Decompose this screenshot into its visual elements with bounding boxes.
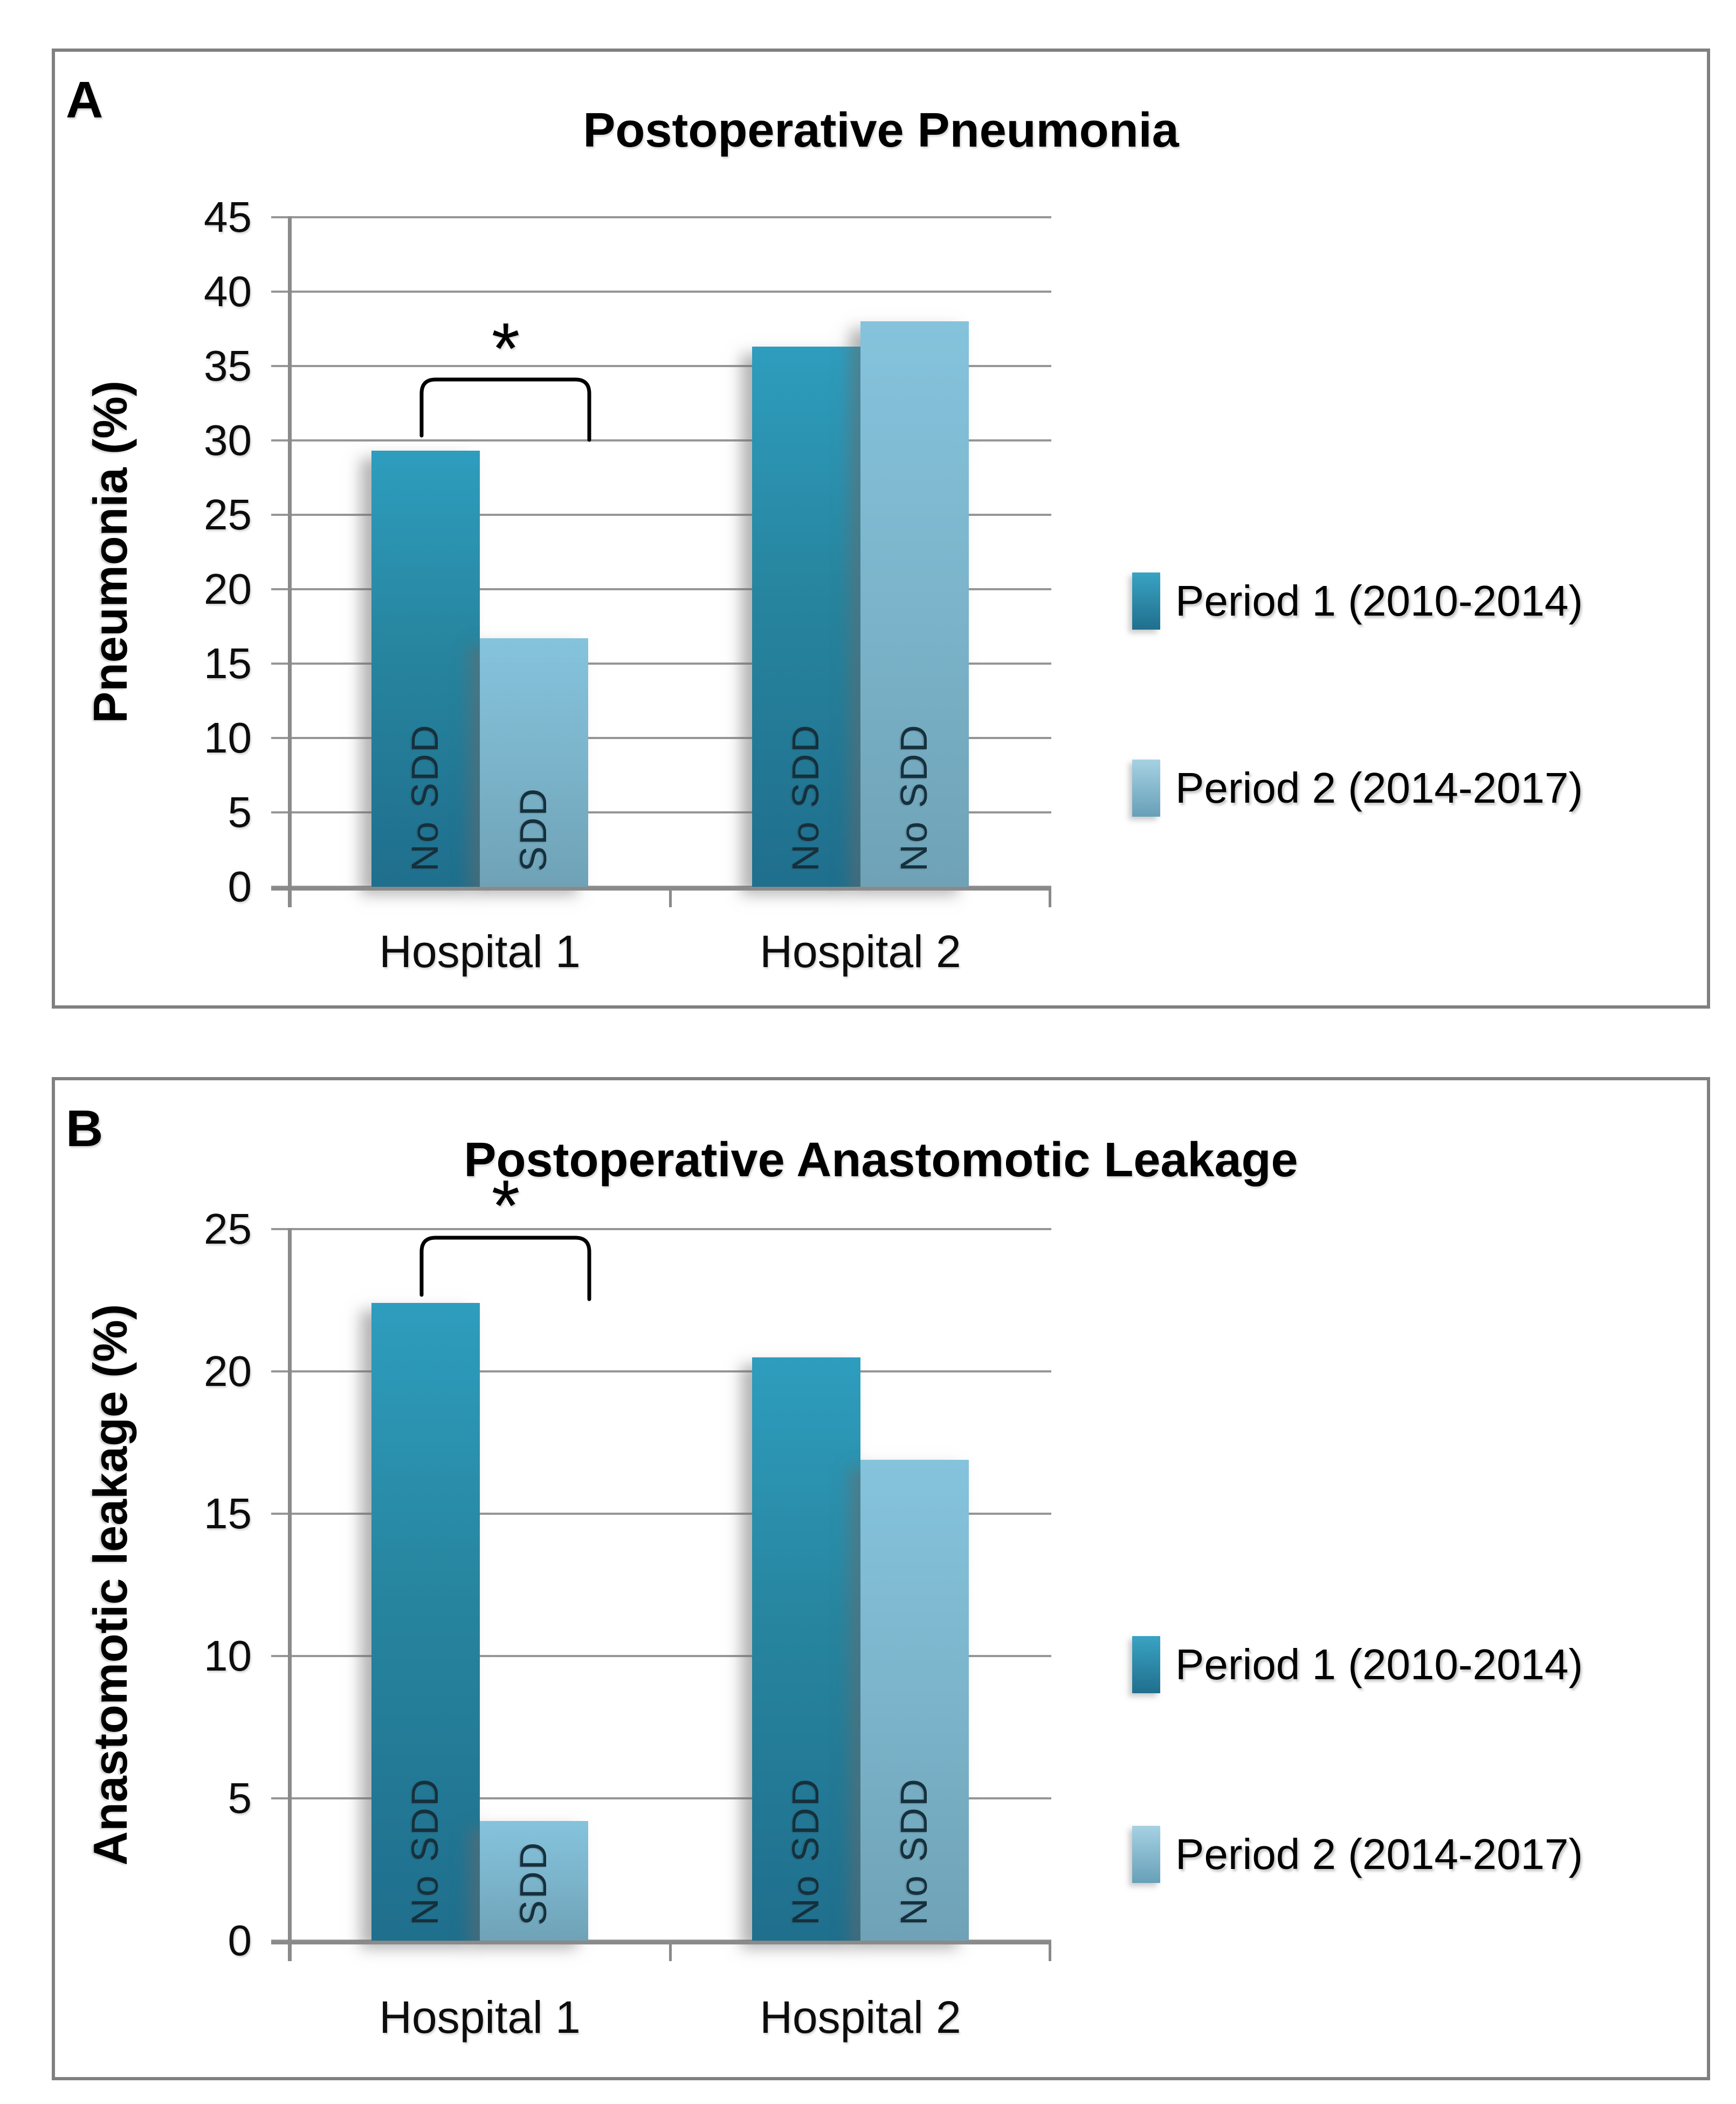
legend-item: Period 1 (2010-2014) (1132, 1632, 1583, 1697)
y-tick-label: 5 (228, 1774, 252, 1822)
y-tick-label: 35 (204, 342, 252, 390)
panel-a-y-axis-title: Pneumonia (%) (84, 381, 137, 723)
gridline (271, 1655, 1051, 1657)
legend-swatch-period1 (1132, 1636, 1160, 1693)
bar-period1-hospital-1 (371, 451, 480, 887)
bar-label: No SDD (784, 1777, 826, 1926)
bar-label: No SDD (403, 723, 446, 872)
gridline (271, 1228, 1051, 1230)
gridline (271, 514, 1051, 516)
panel-b-title: Postoperative Anastomotic Leakage (464, 1133, 1298, 1187)
significance-bracket (419, 377, 591, 444)
legend-swatch-period2 (1132, 1826, 1160, 1883)
y-tick-label: 0 (228, 1916, 252, 1964)
y-tick-label: 10 (204, 714, 252, 762)
y-tick-label: 10 (204, 1632, 252, 1680)
gridline (271, 588, 1051, 590)
legend-label: Period 2 (2014-2017) (1175, 1830, 1583, 1878)
bar-label: No SDD (403, 1777, 446, 1926)
bar-period2-hospital-1 (480, 1821, 588, 1941)
x-axis-tick (1049, 1941, 1051, 1961)
x-axis-line (271, 887, 1051, 891)
legend-item: Period 2 (2014-2017) (1132, 756, 1583, 820)
gridline (271, 1797, 1051, 1799)
x-axis-category-label: Hospital 2 (760, 926, 961, 977)
gridline (271, 663, 1051, 665)
bar-period2-hospital-1 (480, 638, 588, 887)
y-axis-line (288, 216, 292, 907)
gridline (271, 291, 1051, 293)
y-tick-label: 25 (204, 1205, 252, 1253)
y-tick-label: 25 (204, 491, 252, 539)
y-tick-label: 15 (204, 639, 252, 687)
gridline (271, 216, 1051, 218)
y-tick-label: 0 (228, 863, 252, 910)
panel-a-title: Postoperative Pneumonia (583, 104, 1179, 157)
bar-period1-hospital-2 (752, 1357, 860, 1941)
bar-period1-hospital-1 (371, 1303, 480, 1941)
y-axis-line (288, 1228, 292, 1961)
gridline (271, 365, 1051, 367)
bar-label: No SDD (892, 723, 935, 872)
y-tick-label: 45 (204, 193, 252, 241)
significance-asterisk: * (491, 1165, 520, 1246)
gridline (271, 439, 1051, 442)
legend-label: Period 1 (2010-2014) (1175, 1640, 1583, 1688)
bar-label: No SDD (892, 1777, 935, 1926)
legend-swatch-period2 (1132, 760, 1160, 817)
gridline (271, 811, 1051, 813)
x-axis-line (271, 1941, 1051, 1944)
bar-label: No SDD (784, 723, 826, 872)
x-axis-category-label: Hospital 1 (379, 1992, 581, 2043)
legend-label: Period 1 (2010-2014) (1175, 577, 1583, 625)
x-axis-category-label: Hospital 2 (760, 1992, 961, 2043)
legend-label: Period 2 (2014-2017) (1175, 764, 1583, 812)
significance-asterisk: * (491, 308, 520, 389)
bar-period1-hospital-2 (752, 347, 860, 887)
bar-label: SDD (512, 1841, 554, 1926)
y-tick-label: 5 (228, 788, 252, 836)
bar-label: SDD (512, 787, 554, 872)
legend-item: Period 1 (2010-2014) (1132, 569, 1583, 633)
gridline (271, 737, 1051, 739)
y-tick-label: 30 (204, 416, 252, 464)
gridline (271, 1370, 1051, 1372)
y-tick-label: 40 (204, 267, 252, 315)
x-axis-tick (669, 887, 672, 907)
y-tick-label: 20 (204, 1347, 252, 1395)
panel-a-letter: A (66, 71, 104, 129)
x-axis-category-label: Hospital 1 (379, 926, 581, 977)
panel-b-letter: B (66, 1100, 104, 1157)
legend-swatch-period1 (1132, 572, 1160, 630)
bar-period2-hospital-2 (860, 1459, 969, 1941)
x-axis-tick (1049, 887, 1051, 907)
significance-bracket (419, 1236, 591, 1303)
y-tick-label: 20 (204, 565, 252, 613)
x-axis-tick (669, 1941, 672, 1961)
panel-b-y-axis-title: Anastomotic leakage (%) (84, 1304, 137, 1866)
legend-item: Period 2 (2014-2017) (1132, 1822, 1583, 1887)
gridline (271, 1513, 1051, 1515)
y-tick-label: 15 (204, 1489, 252, 1537)
bar-period2-hospital-2 (860, 321, 969, 887)
